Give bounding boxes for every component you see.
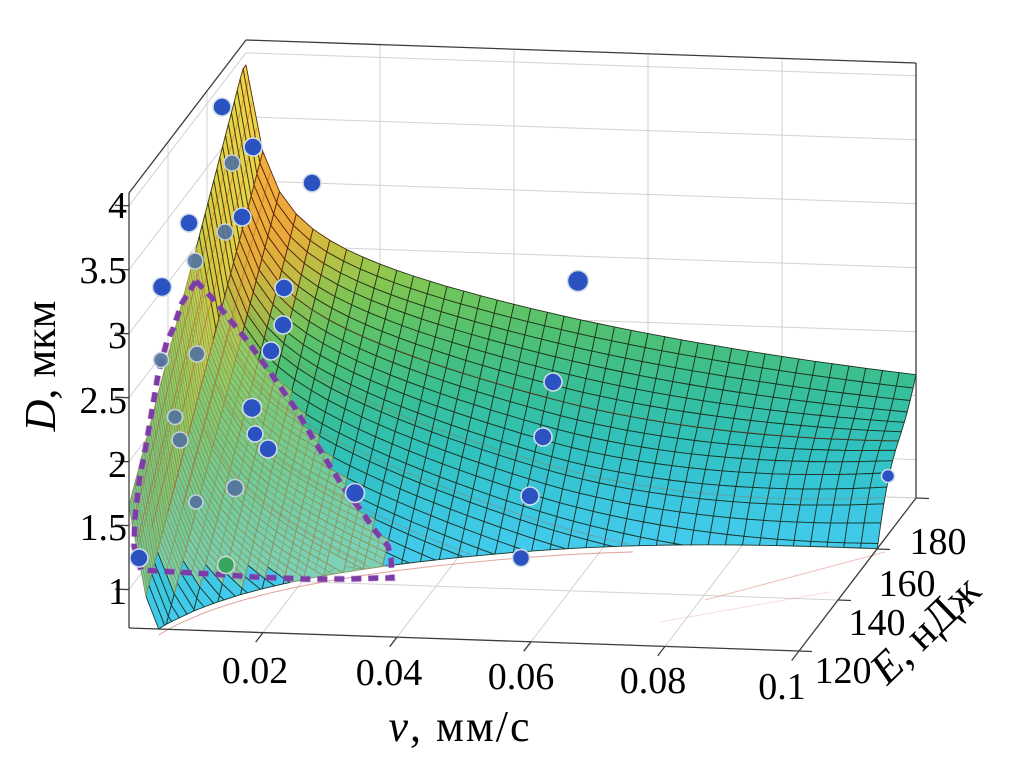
svg-text:0.04: 0.04 — [356, 652, 423, 694]
svg-text:0.02: 0.02 — [222, 650, 289, 692]
svg-text:0.06: 0.06 — [488, 656, 555, 698]
svg-text:D, мкм: D, мкм — [16, 301, 65, 433]
svg-text:140: 140 — [849, 602, 906, 644]
svg-text:1: 1 — [108, 571, 127, 613]
svg-text:0.1: 0.1 — [758, 666, 806, 708]
svg-text:160: 160 — [879, 563, 936, 605]
svg-text:2: 2 — [108, 444, 127, 486]
svg-text:120: 120 — [815, 650, 872, 692]
svg-text:v, мм/с: v, мм/с — [389, 702, 532, 751]
svg-text:2.5: 2.5 — [80, 380, 128, 422]
svg-text:180: 180 — [910, 521, 967, 563]
svg-text:3: 3 — [108, 315, 127, 357]
svg-text:4: 4 — [108, 185, 127, 227]
svg-text:3.5: 3.5 — [80, 250, 128, 292]
svg-text:1.5: 1.5 — [80, 507, 128, 549]
svg-text:0.08: 0.08 — [620, 660, 687, 702]
